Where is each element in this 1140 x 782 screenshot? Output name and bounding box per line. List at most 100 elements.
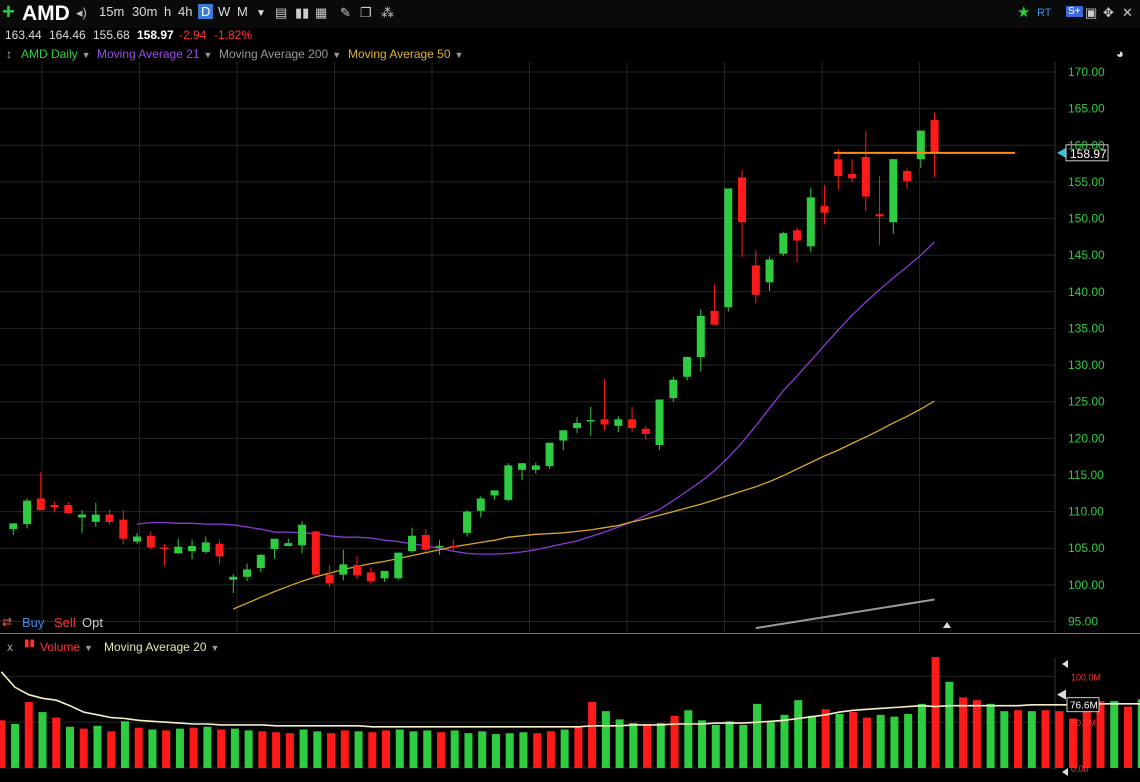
ma50-line [233, 400, 935, 610]
timeframe-4h[interactable]: 4h [178, 4, 193, 19]
volume-bar [684, 710, 693, 768]
candle-up [779, 233, 788, 254]
candle-up [655, 399, 664, 445]
volume-bar [656, 723, 665, 768]
timeframe-monthly[interactable]: M [237, 4, 248, 19]
add-symbol-icon[interactable]: + [2, 0, 15, 24]
volume-bar [876, 714, 885, 768]
chart-style-icon[interactable]: ▤ [275, 5, 288, 20]
palette-icon[interactable]: ◕ [1116, 46, 1124, 61]
candle-up [284, 543, 293, 547]
timeframe-30m[interactable]: 30m [132, 4, 158, 19]
candle-down [641, 428, 650, 434]
candle-up [380, 570, 389, 579]
volume-bar [917, 703, 926, 768]
candle-down [600, 419, 609, 425]
study-price[interactable]: AMD Daily ▼ [21, 47, 91, 61]
candle-down [793, 230, 802, 241]
volume-bar [272, 732, 281, 768]
realtime-icon[interactable]: RT [1037, 7, 1051, 19]
moving-average-lines [137, 241, 935, 630]
move-icon[interactable]: ✥ [1103, 5, 1114, 20]
caret-down-icon: ▼ [210, 643, 220, 653]
study-ma200-label: Moving Average 200 [219, 47, 329, 61]
candle-down [861, 156, 870, 197]
study-price-label: AMD Daily [21, 47, 78, 61]
volume-bar [615, 719, 624, 768]
studies-icon[interactable]: ▦ [315, 5, 328, 20]
volume-bar [66, 726, 74, 768]
timeframe-dropdown-icon[interactable]: ▼ [256, 8, 266, 19]
price-level-line: 158.97 [834, 144, 1109, 628]
candle-down [710, 310, 719, 325]
candle-up [669, 379, 678, 399]
save-icon[interactable]: ▣ [1085, 5, 1098, 20]
trade-icon[interactable]: ⇄ [2, 615, 13, 629]
timeframe-15m[interactable]: 15m [99, 4, 125, 19]
volume-bar [299, 729, 308, 768]
volume-bar [436, 732, 445, 768]
candle-up [229, 576, 238, 580]
social-share-icon[interactable]: S+ [1066, 6, 1083, 17]
buy-button[interactable]: Buy [22, 615, 45, 630]
candle-up [298, 524, 307, 546]
volume-tick-label: 50.0M [1071, 718, 1096, 728]
volume-study-label: Volume [40, 640, 81, 654]
volume-axis: 0.00 50.0M 100.0M [1062, 660, 1101, 776]
candles [9, 112, 939, 593]
options-button[interactable]: Opt [82, 615, 103, 630]
volume-bar [1110, 701, 1119, 768]
volume-close-button[interactable]: x [7, 640, 13, 654]
volume-bar [93, 725, 102, 768]
volume-bar [794, 700, 803, 768]
draw-tool-icon[interactable]: ✎ [340, 5, 351, 20]
volume-bar [753, 703, 761, 768]
study-ma21[interactable]: Moving Average 21 ▼ [97, 47, 212, 61]
volume-bar [931, 657, 940, 768]
symbol-label[interactable]: AMD [22, 2, 70, 25]
volume-bar [862, 717, 871, 768]
candle-up [201, 542, 210, 552]
volume-bar [230, 728, 239, 768]
timeframe-daily[interactable]: D [198, 4, 214, 19]
last-price-label: 158.97 [1070, 147, 1107, 161]
volume-bar [601, 711, 610, 768]
candle-down [353, 565, 362, 576]
quote-low: 155.68 [93, 28, 130, 42]
candle-down [875, 214, 884, 217]
volume-bar [1123, 706, 1132, 768]
layout-icon[interactable]: ❐ [360, 5, 372, 20]
volume-bar [464, 733, 473, 768]
speaker-icon[interactable]: ◂) [76, 5, 87, 20]
volume-study[interactable]: Volume ▼ [40, 640, 93, 654]
quote-open: 163.44 [5, 28, 42, 42]
volume-bar [1055, 711, 1064, 768]
candle-up [559, 430, 568, 441]
volume-bar [134, 727, 143, 768]
candle-up [394, 552, 403, 579]
candle-up [339, 564, 348, 575]
candle-down [930, 120, 939, 153]
close-icon[interactable]: ✕ [1122, 5, 1133, 20]
timeframe-weekly[interactable]: W [218, 4, 231, 19]
timeframe-hourly[interactable]: h [164, 4, 172, 19]
volume-bar [959, 697, 968, 768]
study-ma200[interactable]: Moving Average 200 ▼ [219, 47, 341, 61]
realtime-label: RT [1037, 7, 1052, 19]
bars-icon[interactable]: ▮▮ [295, 5, 310, 20]
last-price-box [1065, 144, 1109, 162]
volume-bar [643, 724, 652, 768]
volume-bar [491, 734, 500, 768]
volume-ma-study[interactable]: Moving Average 20 ▼ [104, 640, 219, 654]
reorder-icon[interactable]: ↕ [6, 47, 12, 61]
volume-bar [107, 731, 116, 768]
volume-bar [450, 730, 459, 768]
sell-button[interactable]: Sell [54, 615, 76, 630]
favorite-star-icon[interactable]: ★ [1017, 4, 1031, 21]
study-ma50[interactable]: Moving Average 50 ▼ [348, 47, 463, 61]
candle-up [9, 523, 18, 530]
candle-up [545, 442, 554, 467]
share-icon[interactable]: ⁂ [381, 5, 394, 20]
candle-up [614, 419, 623, 426]
